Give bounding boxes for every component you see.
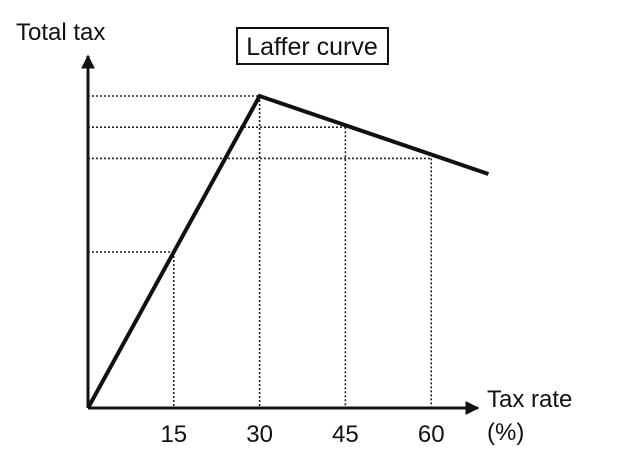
x-tick-labels: 15 30 45 60 bbox=[160, 421, 444, 448]
x-tick-label: 30 bbox=[246, 421, 273, 448]
chart-title: Laffer curve bbox=[246, 33, 378, 61]
x-tick-label: 45 bbox=[332, 421, 359, 448]
x-tick-label: 60 bbox=[418, 421, 445, 448]
x-axis-label: Tax rate bbox=[487, 386, 572, 413]
y-axis-label: Total tax bbox=[16, 19, 105, 46]
reference-lines bbox=[88, 95, 433, 408]
title-box bbox=[236, 27, 389, 65]
laffer-curve-line bbox=[86, 93, 490, 409]
x-axis-unit-label: (%) bbox=[487, 419, 524, 446]
x-tick-label: 15 bbox=[160, 421, 187, 448]
